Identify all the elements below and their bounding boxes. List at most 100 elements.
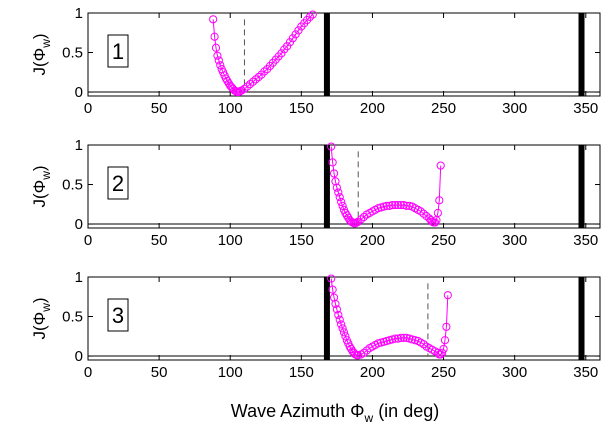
- data-point: [341, 208, 350, 218]
- data-point: [359, 348, 369, 357]
- data-point: [442, 322, 451, 331]
- y-tick-label: 0: [75, 84, 83, 101]
- x-tick-label: 350: [573, 232, 598, 249]
- data-point: [305, 12, 314, 22]
- data-point: [399, 333, 408, 342]
- data-point: [396, 200, 405, 210]
- data-point: [251, 75, 260, 84]
- x-tick-label: 150: [289, 364, 314, 381]
- data-point: [214, 56, 223, 65]
- data-point: [329, 293, 339, 302]
- x-tick-label: 300: [502, 232, 527, 249]
- x-tick-label: 350: [573, 100, 598, 117]
- data-point: [402, 201, 411, 210]
- data-point: [328, 285, 337, 294]
- axes-box: [87, 12, 601, 97]
- data-point: [334, 188, 343, 197]
- data-point: [388, 200, 397, 210]
- data-point: [331, 177, 340, 186]
- data-point: [362, 346, 371, 355]
- data-point: [337, 197, 346, 207]
- y-tick-label: 1: [75, 269, 83, 286]
- panel-label-box: [107, 34, 129, 68]
- y-axis-label: J(Φw): [30, 297, 53, 339]
- data-point: [327, 142, 336, 151]
- x-tick-label: 100: [218, 100, 243, 117]
- x-axis-label: Wave Azimuth Φw (in deg): [231, 401, 439, 425]
- data-point: [236, 87, 245, 96]
- data-point: [335, 315, 344, 324]
- data-point: [356, 215, 366, 224]
- y-tick-label: 0.5: [62, 45, 83, 62]
- panel-3: 0 50 100 150 200 250 300 350 0 0.5 1 J(Φw) 3: [30, 269, 601, 381]
- data-point: [391, 200, 400, 210]
- y-axis-label: J(Φw): [30, 165, 53, 207]
- data-point: [216, 61, 225, 70]
- data-point: [332, 305, 341, 314]
- x-tick-label: 0: [84, 100, 92, 117]
- data-point: [210, 32, 219, 41]
- data-point: [440, 336, 450, 345]
- panel-label: 1: [112, 39, 124, 64]
- data-point: [439, 344, 448, 354]
- x-tick-label: 300: [502, 100, 527, 117]
- x-tick-label: 50: [151, 100, 168, 117]
- x-tick-label: 250: [431, 364, 456, 381]
- data-point: [443, 291, 452, 300]
- data-point: [359, 212, 369, 222]
- x-tick-label: 150: [289, 232, 314, 249]
- x-tick-label: 150: [289, 100, 314, 117]
- data-point: [345, 342, 354, 351]
- data-point: [308, 10, 317, 19]
- axes-box: [87, 276, 601, 361]
- x-tick-label: 50: [151, 364, 168, 381]
- data-point: [426, 215, 435, 225]
- data-point: [416, 207, 425, 216]
- data-point: [254, 72, 263, 82]
- data-point: [430, 218, 440, 227]
- x-tick-label: 200: [360, 100, 385, 117]
- y-tick-label: 0: [75, 216, 83, 233]
- y-tick-label: 1: [75, 137, 83, 154]
- data-point: [438, 348, 447, 357]
- data-point: [419, 340, 428, 349]
- data-point: [329, 169, 339, 178]
- data-point: [419, 209, 428, 218]
- panel-label: 3: [112, 303, 124, 328]
- data-point: [354, 217, 363, 226]
- data-point: [436, 161, 445, 170]
- y-axis-label: J(Φw): [30, 33, 53, 75]
- x-tick-label: 0: [84, 364, 92, 381]
- x-tick-label: 100: [218, 364, 243, 381]
- data-point: [243, 82, 252, 91]
- data-point: [248, 77, 258, 86]
- data-point: [334, 310, 343, 320]
- x-tick-label: 200: [360, 364, 385, 381]
- data-point: [328, 158, 337, 167]
- panel-label-box: [107, 166, 129, 200]
- data-point: [327, 274, 336, 283]
- data-point: [382, 201, 391, 210]
- data-point: [211, 43, 221, 52]
- data-point: [339, 328, 349, 337]
- data-point: [331, 299, 340, 308]
- data-point: [332, 183, 341, 192]
- data-point: [341, 332, 350, 341]
- data-point: [433, 208, 442, 218]
- panel-1: 0 50 100 150 200 250 300 350 0 0.5 1 J(Φw) 1: [30, 5, 601, 117]
- data-point: [246, 80, 255, 89]
- x-tick-label: 250: [431, 232, 456, 249]
- data-point: [209, 15, 218, 24]
- panel-2: 0 50 100 150 200 250 300 350 0 0.5 1 J(Φw) 2: [30, 137, 601, 249]
- data-point: [213, 51, 222, 60]
- axes-box: [87, 144, 601, 229]
- data-point: [342, 211, 351, 220]
- series-line: [212, 14, 314, 93]
- data-point: [337, 320, 346, 329]
- x-tick-label: 50: [151, 232, 168, 249]
- data-point: [338, 324, 347, 333]
- panel-label: 2: [112, 171, 124, 196]
- x-tick-label: 100: [218, 232, 243, 249]
- data-point: [391, 334, 400, 343]
